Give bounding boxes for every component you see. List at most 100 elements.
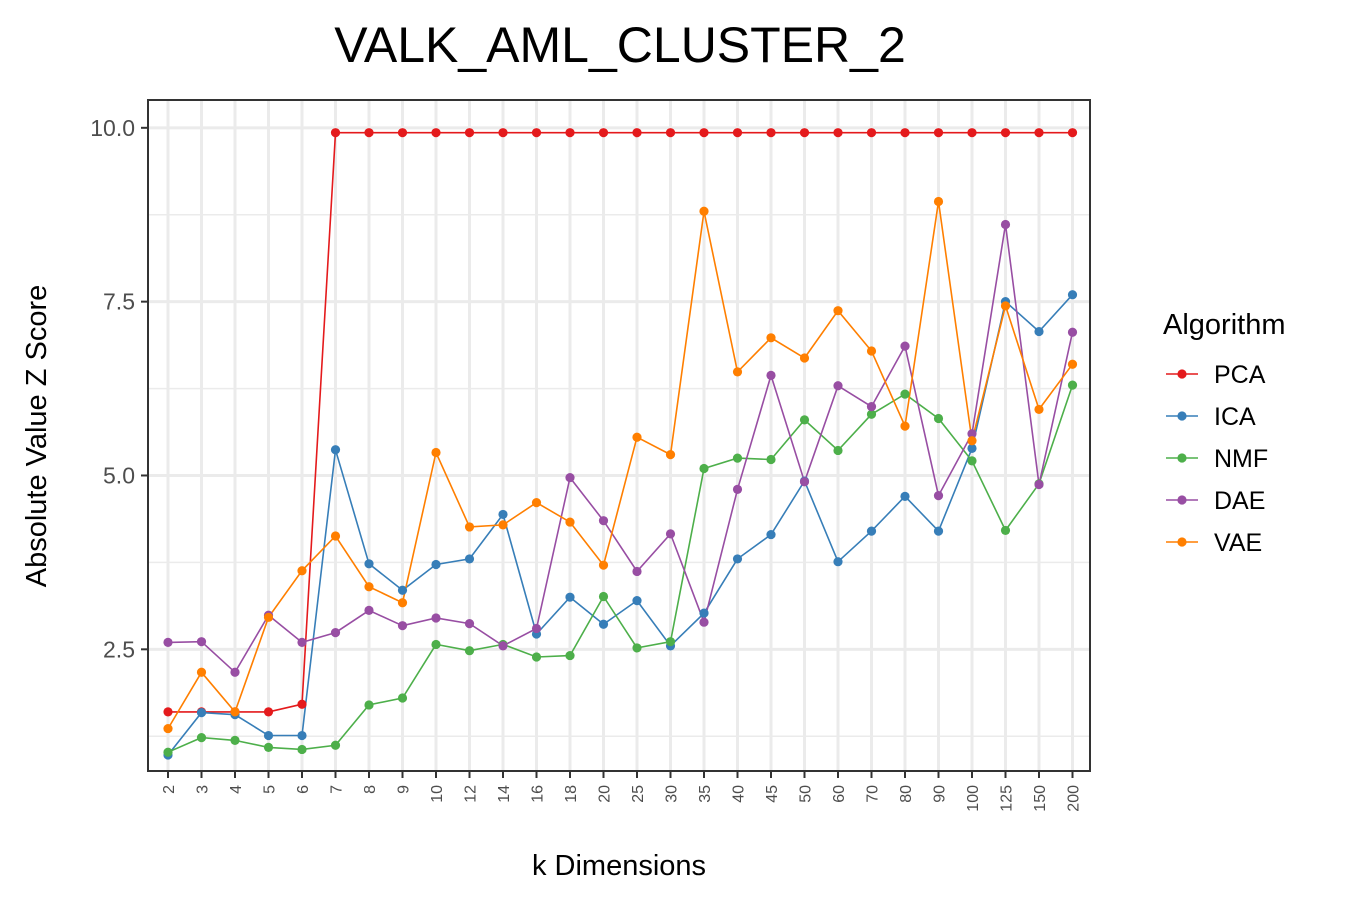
data-point-nmf [163,747,173,757]
data-point-nmf [431,639,441,650]
data-point-pca [799,128,810,138]
data-point-dae [732,484,743,494]
y-tick-label: 7.5 [103,289,135,315]
data-point-ica [699,608,709,618]
x-tick-label: 100 [965,785,982,812]
x-tick-label: 16 [530,785,547,803]
x-axis-title: k Dimensions [532,850,706,882]
x-tick-label: 10 [429,785,446,803]
data-point-ica [1067,290,1078,300]
legend-label-ica: ICA [1214,403,1256,431]
data-point-vae [732,367,743,377]
data-point-nmf [330,740,341,750]
data-point-nmf [900,389,910,399]
data-point-dae [498,641,508,651]
x-tick-label: 5 [262,785,279,794]
data-point-vae [397,598,408,608]
x-tick-label: 7 [329,785,346,794]
data-point-vae [900,421,910,431]
data-point-vae [464,522,475,532]
data-point-dae [565,472,575,483]
data-point-pca [1000,128,1011,138]
data-point-vae [330,531,341,541]
data-point-nmf [598,591,609,602]
data-point-vae [866,346,877,356]
data-point-nmf [933,413,944,424]
legend-title: Algorithm [1163,309,1286,341]
x-tick-label: 18 [563,785,580,803]
data-point-nmf [799,415,810,425]
data-point-nmf [665,637,676,647]
data-point-dae [833,381,843,391]
data-point-dae [598,516,609,526]
data-point-ica [330,445,341,455]
x-tick-label: 150 [1032,785,1049,812]
data-point-ica [598,619,609,629]
x-tick-label: 50 [798,785,815,803]
x-tick-label: 9 [396,785,413,794]
x-axis: 2 3 4 5 6 7 8 9 10 12 14 16 18 20 25 30 35 40 45 50 60 70 80 90… [161,771,1083,812]
data-point-vae [163,723,173,734]
legend-label-dae: DAE [1214,487,1265,515]
grid [148,100,1090,771]
data-point-dae [665,529,676,539]
legend-label-vae: VAE [1214,529,1262,557]
x-tick-label: 200 [1066,785,1083,812]
data-point-pca [933,128,944,138]
data-point-ica [833,557,843,567]
y-tick-label: 5.0 [103,462,135,488]
x-tick-label: 2 [161,785,178,794]
x-tick-label: 30 [664,785,681,803]
y-axis-title: Absolute Value Z Score [21,285,53,588]
data-point-dae [632,566,642,577]
data-point-vae [263,612,274,622]
data-point-nmf [766,454,776,465]
data-point-dae [699,617,709,627]
data-point-vae [531,498,542,508]
plot-border [147,99,1091,772]
data-point-dae [230,667,240,677]
data-point-ica [431,559,441,570]
data-point-dae [1034,479,1044,490]
x-tick-label: 60 [831,785,848,803]
legend-swatch-point-pca [1177,369,1187,379]
x-tick-label: 80 [898,785,915,803]
data-point-vae [967,436,977,446]
data-point-pca [766,128,776,138]
data-point-pca [397,128,408,138]
data-point-ica [732,554,743,564]
data-point-nmf [1000,525,1011,536]
x-tick-label: 35 [697,785,714,803]
data-point-vae [196,667,207,677]
data-point-dae [330,628,341,638]
legend-swatch-point-vae [1177,537,1187,547]
data-point-nmf [297,744,307,755]
data-point-pca [665,128,676,138]
data-point-vae [766,333,776,343]
data-point-dae [431,613,441,623]
x-tick-label: 4 [228,785,245,794]
data-point-vae [833,306,843,316]
series-line-ica [167,294,1074,756]
data-point-nmf [531,652,542,662]
data-point-pca [732,128,743,138]
data-point-pca [431,128,441,138]
data-point-dae [196,637,207,647]
data-point-dae [163,637,173,647]
data-point-vae [364,582,374,592]
data-point-vae [699,206,709,216]
data-point-pca [967,128,977,138]
data-point-vae [665,450,676,460]
y-tick-label: 2.5 [103,636,135,662]
data-point-dae [799,477,810,487]
data-point-dae [364,605,374,615]
data-point-pca [163,707,173,717]
data-point-nmf [699,463,709,474]
data-point-vae [297,566,307,576]
data-point-pca [565,128,575,138]
data-point-dae [866,402,877,412]
data-point-dae [397,621,408,631]
legend-swatch-point-dae [1177,495,1187,505]
data-point-pca [1034,128,1044,138]
